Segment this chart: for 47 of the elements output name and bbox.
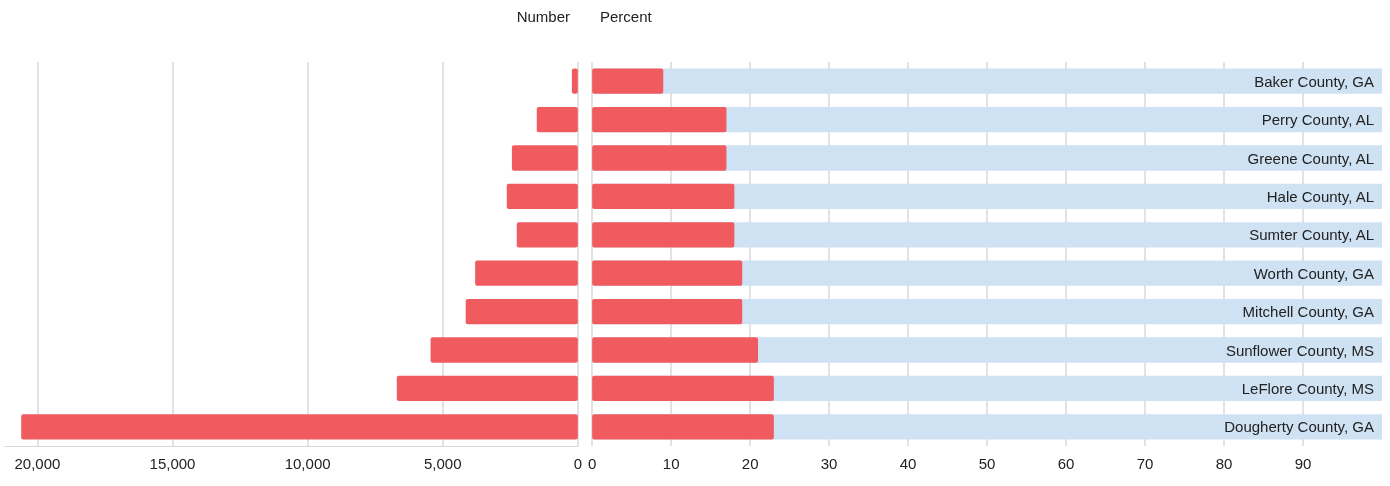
y-tick-label: Perry County, AL — [1261, 111, 1374, 129]
bar — [536, 106, 578, 133]
bar — [592, 222, 735, 248]
bar — [592, 414, 774, 440]
x-tick-label: 40 — [899, 455, 917, 472]
chart-title: Number — [516, 8, 571, 25]
bar — [592, 183, 735, 210]
bar — [516, 222, 578, 248]
x-tick-label: 80 — [1215, 455, 1233, 472]
bar — [592, 337, 759, 363]
chart-title: Percent — [600, 8, 653, 25]
x-tick-label: 30 — [820, 455, 838, 472]
bar — [592, 145, 727, 171]
bar — [592, 375, 774, 402]
bar — [430, 337, 578, 363]
y-tick-label: Worth County, GA — [1253, 264, 1374, 282]
bar — [592, 106, 727, 133]
bar — [511, 145, 578, 171]
x-tick-label: 20 — [741, 455, 759, 472]
bar — [571, 68, 578, 94]
bar — [592, 298, 743, 325]
x-tick-label: 10 — [662, 455, 680, 472]
bar — [396, 375, 578, 402]
x-tick-label: 5,000 — [423, 455, 462, 472]
bar — [592, 260, 743, 286]
x-tick-label: 90 — [1294, 455, 1312, 472]
y-tick-label: LeFlore County, MS — [1241, 379, 1374, 397]
y-tick-label: Dougherty County, GA — [1224, 418, 1374, 436]
bar — [21, 414, 578, 440]
bar — [592, 68, 664, 94]
y-tick-label: Sumter County, AL — [1249, 226, 1374, 244]
bar — [506, 183, 578, 210]
x-tick-label: 10,000 — [284, 455, 331, 472]
y-tick-label: Baker County, GA — [1254, 72, 1374, 90]
x-tick-label: 50 — [978, 455, 996, 472]
x-tick-label: 0 — [588, 455, 597, 472]
y-tick-label: Sunflower County, MS — [1225, 341, 1374, 359]
x-tick-label: 20,000 — [14, 455, 61, 472]
y-tick-label: Mitchell County, GA — [1242, 303, 1374, 321]
y-tick-label: Hale County, AL — [1266, 187, 1374, 205]
x-tick-label: 70 — [1136, 455, 1154, 472]
x-tick-label: 60 — [1057, 455, 1075, 472]
x-tick-label: 0 — [573, 455, 582, 472]
bar — [465, 298, 578, 325]
y-tick-label: Greene County, AL — [1247, 149, 1374, 167]
x-tick-label: 15,000 — [149, 455, 196, 472]
bar — [475, 260, 578, 286]
